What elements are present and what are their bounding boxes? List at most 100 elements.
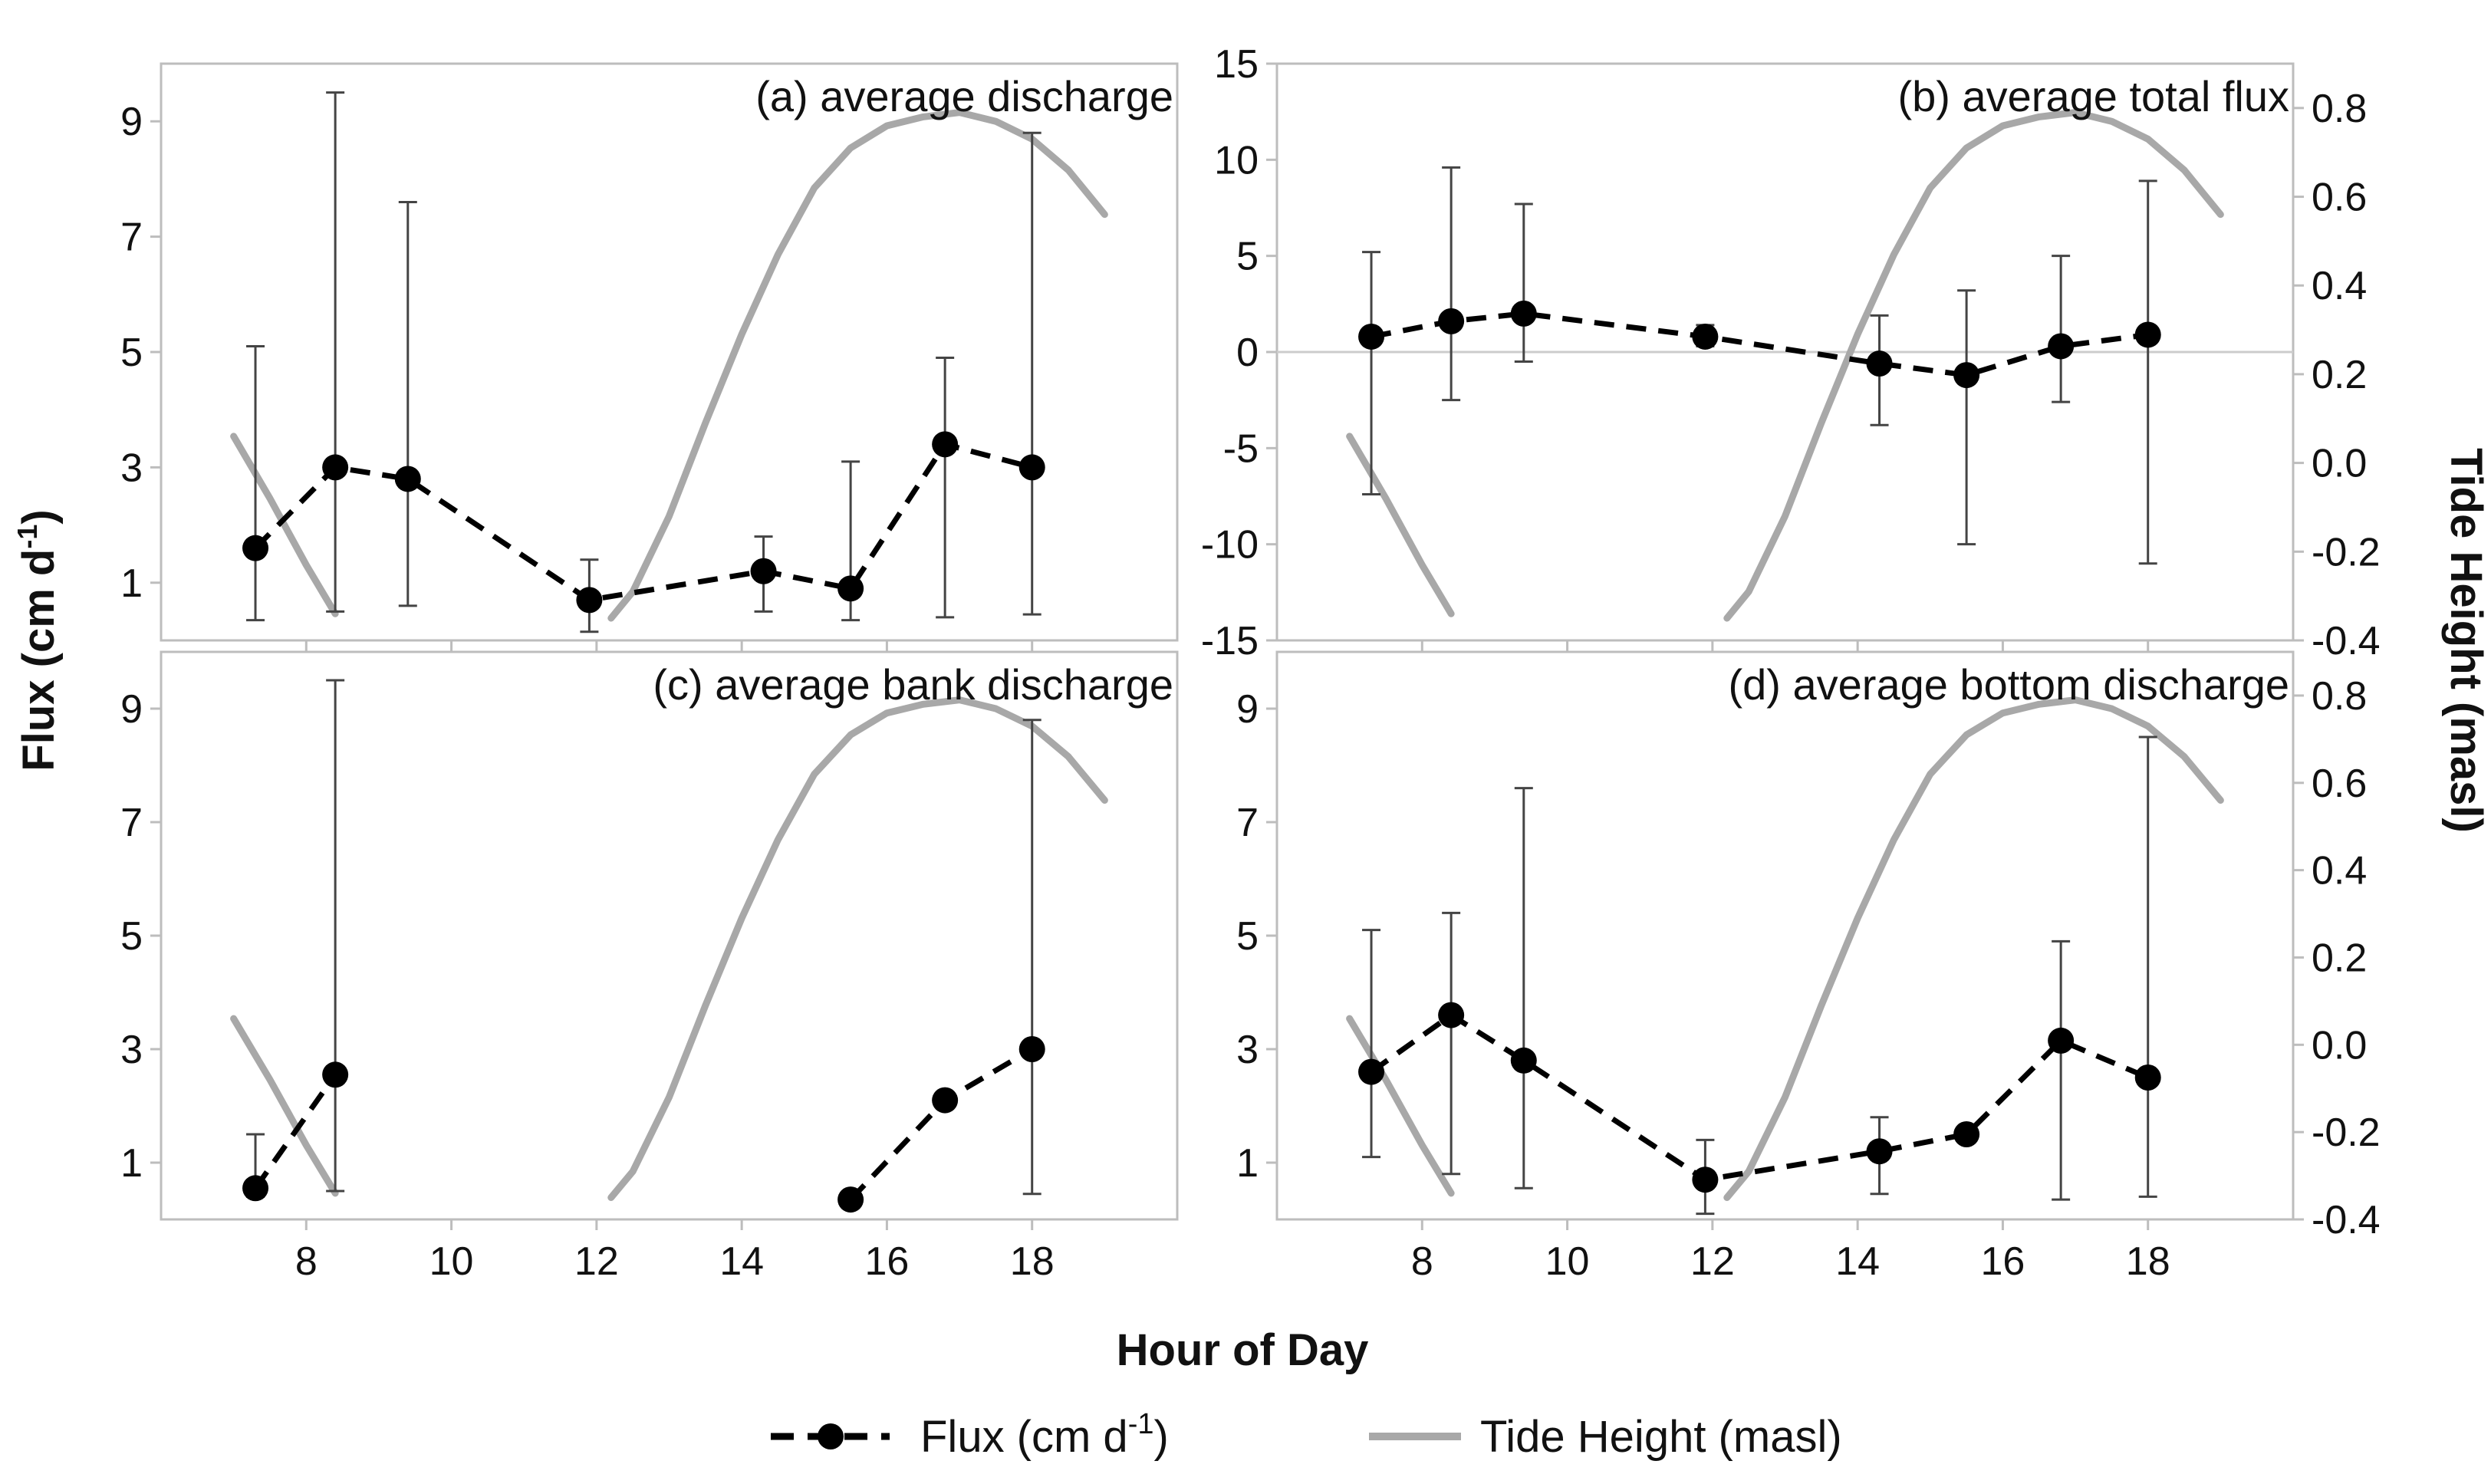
panel-c-flux-layer bbox=[242, 679, 1045, 1213]
panel-a-ytick-label: 1 bbox=[120, 561, 143, 606]
legend: Flux (cm d-1) Tide Height (masl) bbox=[771, 1408, 1842, 1462]
panel-d-right-ytick-label: -0.2 bbox=[2312, 1111, 2381, 1155]
panel-d-ytick-label: 3 bbox=[1236, 1028, 1259, 1072]
panel-a-ytick-label: 9 bbox=[120, 100, 143, 144]
panel-b-ytick-label: 5 bbox=[1236, 235, 1259, 279]
panel-d-right-ytick-label: 0.2 bbox=[2312, 936, 2367, 980]
panel-d-ytick-label: 9 bbox=[1236, 687, 1259, 732]
panel-d-flux-point bbox=[1953, 1121, 1980, 1147]
panel-c-frame bbox=[160, 650, 1179, 1221]
panel-b-right-ytick-label: 0.2 bbox=[2312, 353, 2367, 397]
panel-b-flux-layer bbox=[1358, 166, 2161, 565]
panel-b-tide-line bbox=[1723, 109, 2224, 622]
panel-b-flux-point bbox=[1692, 323, 1719, 350]
panel-a-frame bbox=[160, 62, 1179, 642]
panel-b-flux-point bbox=[1866, 350, 1893, 377]
panel-d-ytick-label: 1 bbox=[1236, 1141, 1259, 1186]
legend-flux-marker-sample bbox=[818, 1423, 844, 1449]
panel-a-ytick-label: 5 bbox=[120, 331, 143, 375]
panel-d-flux-point bbox=[1358, 1058, 1385, 1085]
panel-d-flux-line bbox=[1370, 1012, 2150, 1183]
panel-d-right-ytick-label: 0.6 bbox=[2312, 762, 2367, 806]
panel-a-frame-layer: 1 3 5 7 9 bbox=[120, 62, 1179, 651]
panel-b-ytick-label: -15 bbox=[1201, 619, 1259, 663]
panel-d-flux-point bbox=[2134, 1064, 2161, 1091]
panel-b-tide-line bbox=[1346, 433, 1455, 617]
panel-d-flux-point bbox=[1510, 1047, 1537, 1074]
panel-b-flux-point bbox=[1438, 308, 1465, 334]
panel-d-title: (d) average bottom discharge bbox=[1729, 660, 2290, 709]
panel-b-ytick-label: 0 bbox=[1236, 331, 1259, 375]
panel-d-ytick-label: 7 bbox=[1236, 801, 1259, 845]
panel-c-flux-point bbox=[1018, 1036, 1045, 1062]
panel-b-flux-point bbox=[2134, 321, 2161, 348]
panel-b-right-ytick-label: 0.0 bbox=[2312, 442, 2367, 486]
panel-c-title: (c) average bank discharge bbox=[653, 660, 1173, 709]
panel-c-ytick-label: 3 bbox=[120, 1028, 143, 1072]
panel-c: 1 3 5 7 9 8 10 12 14 16 18 (c) average bank discha… bbox=[120, 650, 1179, 1284]
panel-c-xtick-label: 18 bbox=[1010, 1239, 1055, 1284]
panel-d-flux-point bbox=[2048, 1027, 2075, 1054]
panel-a-tide-line bbox=[607, 109, 1108, 622]
panel-b-flux-point bbox=[1358, 323, 1385, 350]
panel-c-frame-layer: 1 3 5 7 9 8 10 12 14 16 18 bbox=[120, 650, 1179, 1284]
panel-c-ytick-label: 1 bbox=[120, 1141, 143, 1186]
panel-c-flux-line bbox=[848, 1046, 1034, 1202]
panel-a-flux-point bbox=[242, 535, 269, 561]
panel-d-ytick-label: 5 bbox=[1236, 914, 1259, 959]
panel-c-flux-point bbox=[242, 1175, 269, 1202]
shared-y-axis-label-left: Flux (cm d-1) bbox=[12, 509, 64, 771]
panel-c-flux-point bbox=[837, 1186, 864, 1213]
panel-a: 1 3 5 7 9 (a) average discharge bbox=[120, 62, 1179, 651]
panel-a-flux-point bbox=[394, 466, 421, 492]
panel-d-xtick-label: 16 bbox=[1981, 1239, 2025, 1284]
panel-d-flux-layer bbox=[1358, 735, 2161, 1216]
panel-b-ytick-label: -10 bbox=[1201, 523, 1259, 568]
panel-c-xtick-label: 8 bbox=[295, 1239, 318, 1284]
panel-a-flux-point bbox=[837, 575, 864, 602]
panel-c-flux-point bbox=[322, 1061, 349, 1088]
legend-flux-label: Flux (cm d-1) bbox=[920, 1408, 1169, 1462]
panel-b-flux-point bbox=[2048, 333, 2075, 360]
panel-c-xtick-label: 14 bbox=[719, 1239, 764, 1284]
panel-d-tide-line bbox=[1346, 1015, 1455, 1197]
panel-d-frame-layer: 1 3 5 7 9 8 10 12 14 16 18 -0.4 -0.2 0.0 0.2 0.4 0.6 0.8 bbox=[1236, 650, 2381, 1284]
panel-c-ytick-label: 7 bbox=[120, 801, 143, 845]
panel-b-frame-layer: -15 -10 -5 0 5 10 15 -0.4 -0.2 0.0 0.2 0.4 0.6 0.8 bbox=[1201, 42, 2381, 663]
panel-c-flux-point bbox=[932, 1087, 959, 1114]
panel-d-flux-point bbox=[1866, 1138, 1893, 1165]
panel-a-flux-point bbox=[932, 431, 959, 458]
panel-a-flux-point bbox=[322, 454, 349, 481]
panel-d-flux-point bbox=[1692, 1166, 1719, 1193]
panel-d-xtick-label: 14 bbox=[1835, 1239, 1880, 1284]
panel-d-xtick-label: 10 bbox=[1545, 1239, 1590, 1284]
panel-d-right-ytick-label: -0.4 bbox=[2312, 1198, 2381, 1242]
panel-a-tide-layer bbox=[230, 109, 1108, 622]
panel-a-title: (a) average discharge bbox=[755, 72, 1173, 120]
panel-b-right-ytick-label: 0.6 bbox=[2312, 176, 2367, 220]
panel-b-ytick-label: -5 bbox=[1223, 426, 1259, 471]
panel-c-xtick-label: 16 bbox=[865, 1239, 910, 1284]
panel-d-right-ytick-label: 0.0 bbox=[2312, 1023, 2367, 1068]
panel-b-tide-layer bbox=[1346, 109, 2224, 622]
panel-c-tide-layer bbox=[230, 696, 1108, 1202]
panel-a-flux-line bbox=[253, 441, 1033, 604]
shared-y-axis-label-right: Tide Height (masl) bbox=[2441, 448, 2491, 833]
panel-c-flux-line bbox=[253, 1073, 338, 1190]
panel-b-right-ytick-label: -0.2 bbox=[2312, 530, 2381, 574]
panel-d-xtick-label: 8 bbox=[1411, 1239, 1433, 1284]
panel-c-tide-line bbox=[607, 696, 1108, 1202]
panel-a-flux-point bbox=[576, 587, 603, 614]
shared-x-axis-label: Hour of Day bbox=[1117, 1325, 1369, 1375]
panel-a-flux-point bbox=[1018, 454, 1045, 481]
panel-a-tide-line bbox=[230, 433, 339, 617]
panel-c-xtick-label: 10 bbox=[429, 1239, 474, 1284]
panel-d-flux-point bbox=[1438, 1002, 1465, 1028]
panel-a-ytick-label: 3 bbox=[120, 446, 143, 490]
panel-d-right-ytick-label: 0.4 bbox=[2312, 849, 2367, 893]
panel-a-flux-layer bbox=[242, 91, 1045, 633]
panel-a-flux-point bbox=[750, 558, 777, 584]
panel-c-ytick-label: 9 bbox=[120, 687, 143, 732]
